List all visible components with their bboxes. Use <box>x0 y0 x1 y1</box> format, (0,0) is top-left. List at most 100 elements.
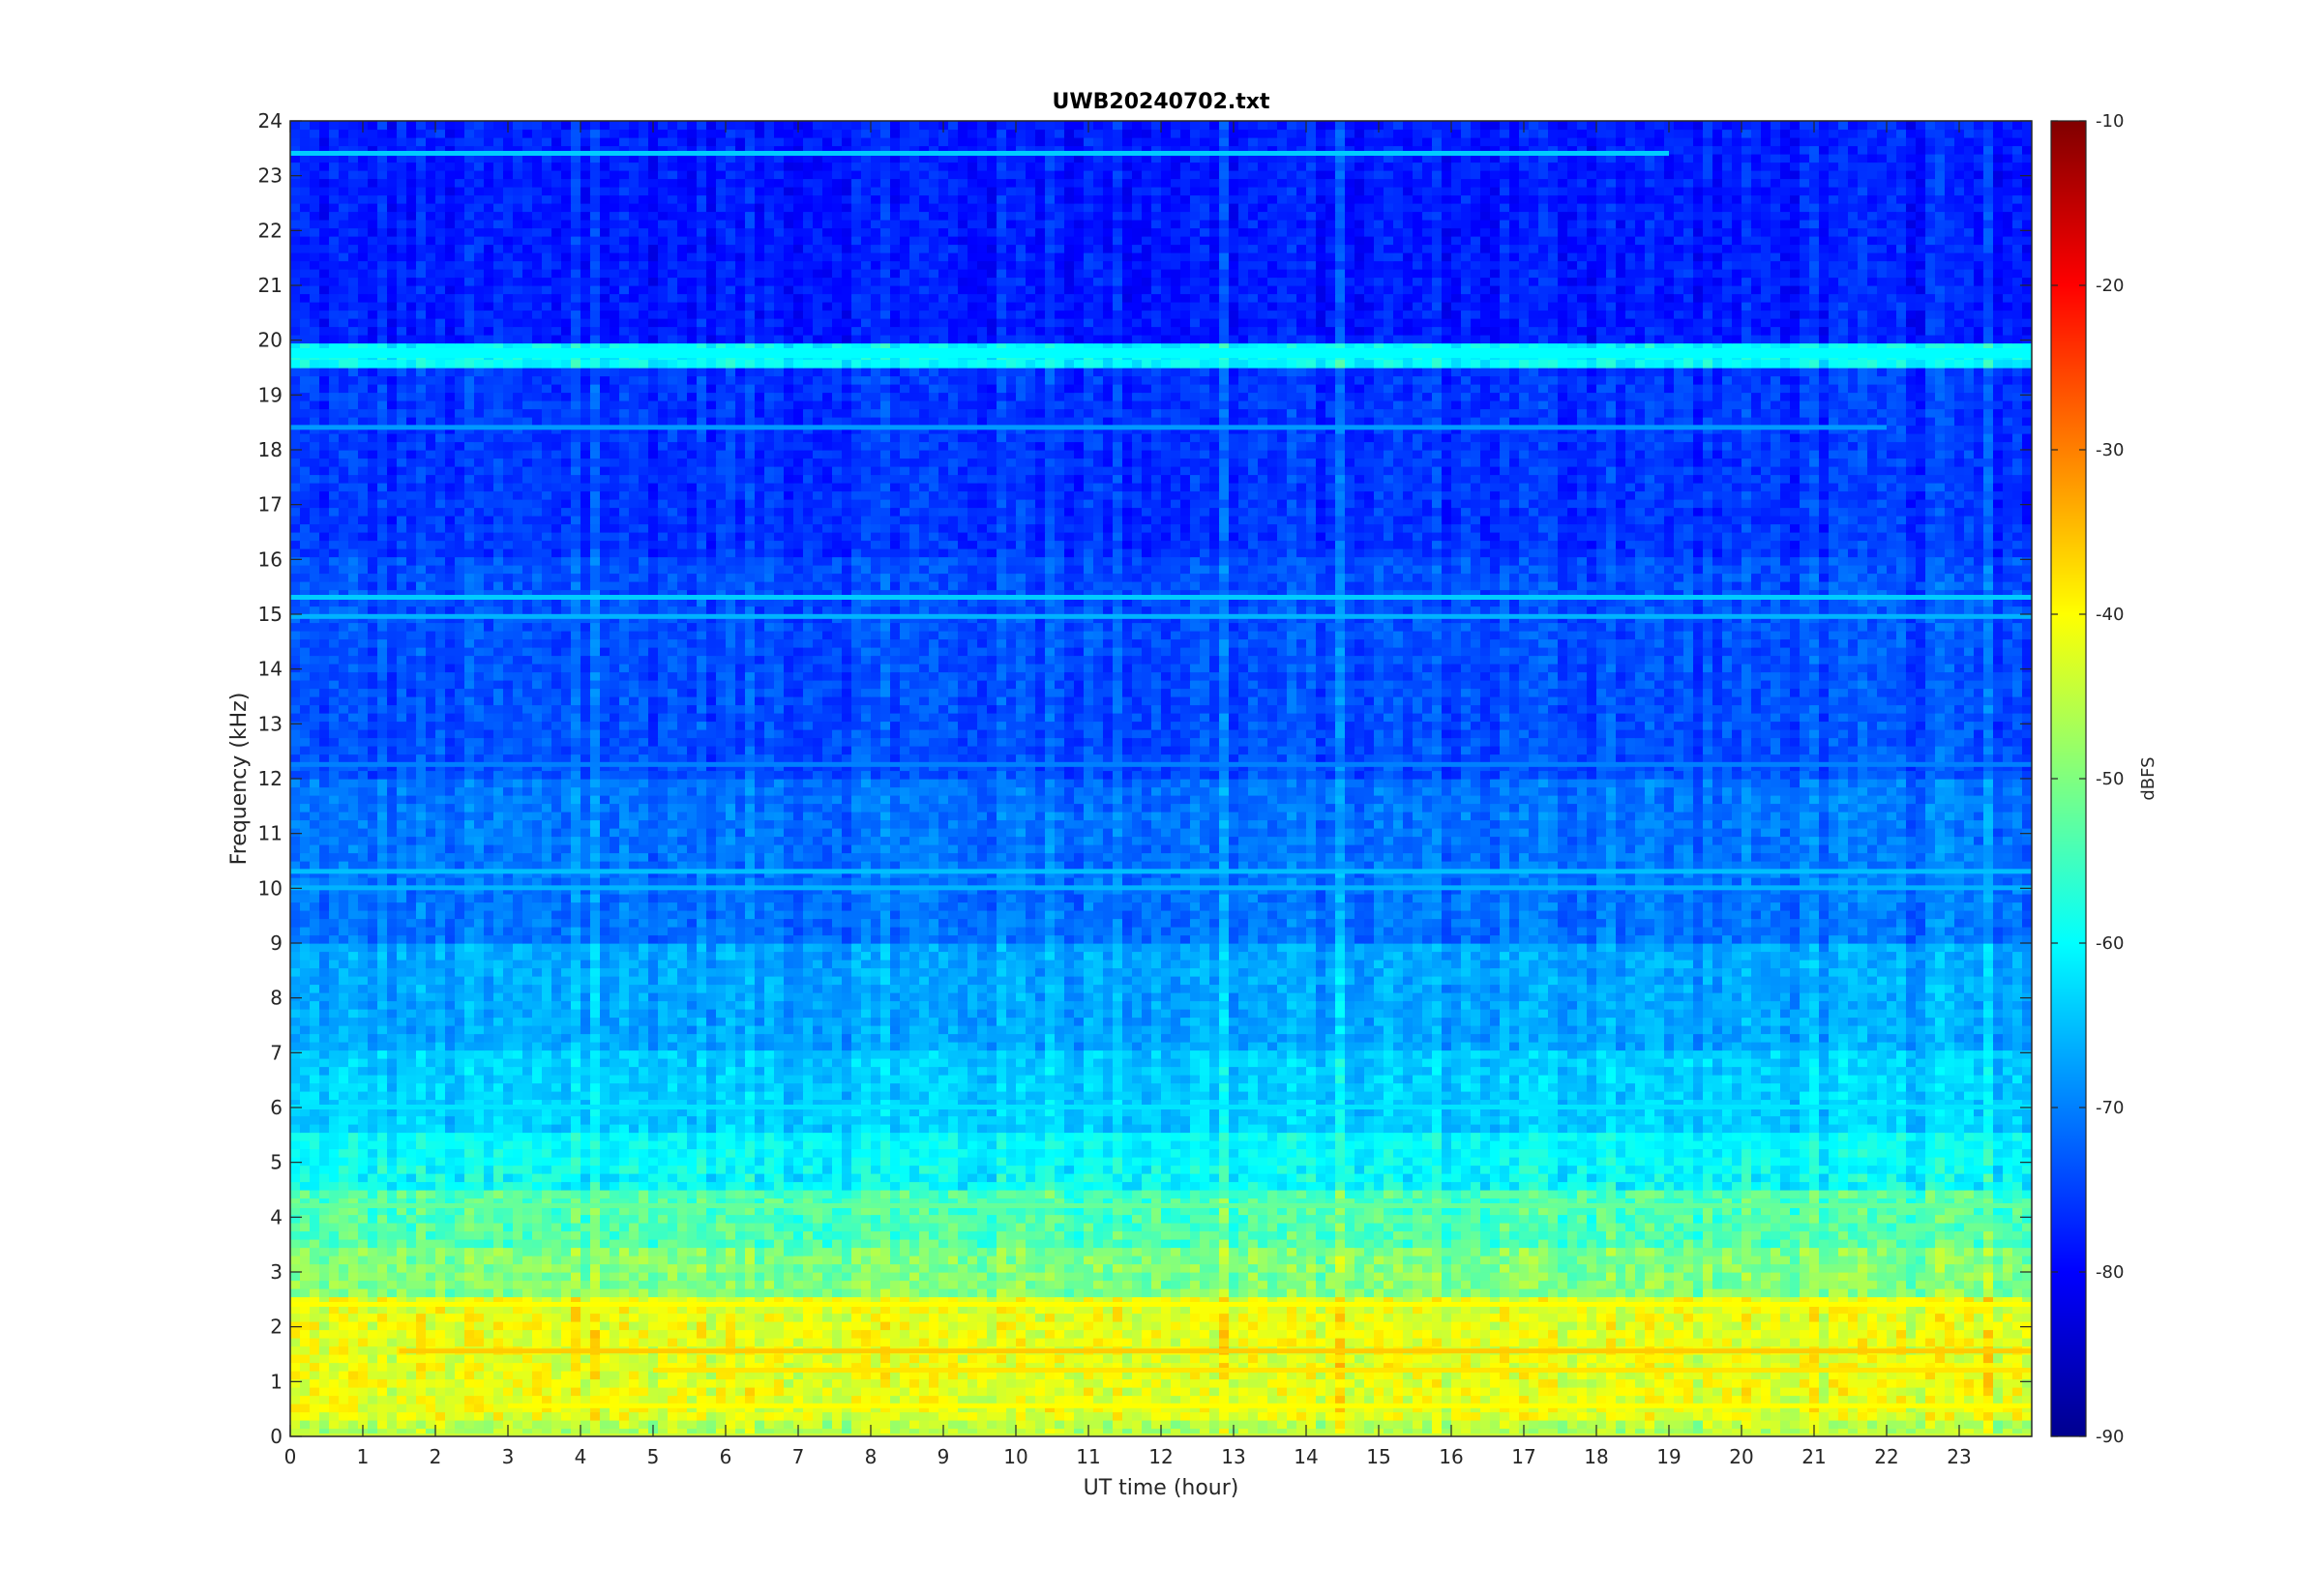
heatmap-cell <box>1132 1354 1143 1363</box>
heatmap-cell <box>1780 1354 1791 1363</box>
heatmap-cell <box>532 1354 543 1363</box>
heatmap-cell <box>1325 1338 1336 1346</box>
heatmap-cell <box>639 1363 649 1372</box>
heatmap-cell <box>1151 1314 1162 1322</box>
heatmap-cell <box>2012 1321 2023 1330</box>
heatmap-cell <box>1906 1330 1917 1339</box>
heatmap-cell <box>1771 1387 1781 1396</box>
heatmap-cell <box>532 1314 543 1322</box>
heatmap-cell <box>339 1412 349 1421</box>
heatmap-cell <box>1848 1239 1859 1248</box>
heatmap-cell <box>580 1239 591 1248</box>
heatmap-cell <box>319 1363 330 1372</box>
heatmap-cell <box>1683 1239 1694 1248</box>
heatmap-cell <box>610 1379 620 1388</box>
heatmap-cell <box>1248 1387 1259 1396</box>
heatmap-cell <box>1403 1281 1414 1289</box>
heatmap-cell <box>1848 1256 1859 1264</box>
heatmap-cell <box>716 1281 727 1289</box>
heatmap-cell <box>822 1412 833 1421</box>
heatmap-cell <box>1103 1330 1114 1339</box>
heatmap-cell <box>1577 1420 1588 1429</box>
heatmap-cell <box>1645 1272 1655 1281</box>
heatmap-cell <box>1819 1272 1830 1281</box>
heatmap-cell <box>1596 1379 1607 1388</box>
heatmap-cell <box>551 1239 562 1248</box>
heatmap-cell <box>2012 1272 2023 1281</box>
heatmap-cell <box>677 1264 688 1273</box>
heatmap-cell <box>1248 1272 1259 1281</box>
heatmap-cell <box>1916 1264 1926 1273</box>
heatmap-cell <box>339 1223 349 1231</box>
heatmap-cell <box>1113 1412 1123 1421</box>
heatmap-cell <box>551 1330 562 1339</box>
heatmap-cell <box>687 1281 698 1289</box>
heatmap-cell <box>735 1338 746 1346</box>
heatmap-cell <box>764 1231 775 1240</box>
heatmap-cell <box>745 1330 756 1339</box>
heatmap-cell <box>600 1223 610 1231</box>
heatmap-cell <box>1732 1420 1742 1429</box>
heatmap-cell <box>1712 1396 1723 1404</box>
heatmap-cell <box>1219 1314 1230 1322</box>
heatmap-cell <box>1345 1288 1355 1297</box>
heatmap-cell <box>968 1281 978 1289</box>
heatmap-cell <box>755 1412 765 1421</box>
heatmap-cell <box>561 1354 572 1363</box>
heatmap-cell <box>774 1231 785 1240</box>
heatmap-cell <box>997 1231 1007 1240</box>
heatmap-cell <box>1780 1248 1791 1256</box>
heatmap-cell <box>416 1420 427 1429</box>
heatmap-cell <box>1616 1330 1626 1339</box>
heatmap-cell <box>1993 1281 2004 1289</box>
heatmap-cell <box>1771 1264 1781 1273</box>
heatmap-cell <box>813 1420 823 1429</box>
heatmap-cell <box>1151 1379 1162 1388</box>
heatmap-cell <box>377 1412 388 1421</box>
heatmap-cell <box>1664 1379 1675 1388</box>
heatmap-cell <box>1325 1321 1336 1330</box>
heatmap-cell <box>1616 1379 1626 1388</box>
heatmap-cell <box>1064 1288 1075 1297</box>
heatmap-cell <box>1964 1264 1975 1273</box>
heatmap-cell <box>503 1231 514 1240</box>
heatmap-cell <box>1800 1272 1810 1281</box>
heatmap-cell <box>1287 1314 1297 1322</box>
heatmap-cell <box>329 1354 340 1363</box>
heatmap-cell <box>716 1338 727 1346</box>
heatmap-cell <box>677 1379 688 1388</box>
heatmap-cell <box>1790 1321 1801 1330</box>
heatmap-cell <box>1190 1420 1201 1429</box>
heatmap-cell <box>1461 1248 1472 1256</box>
heatmap-cell <box>1625 1256 1636 1264</box>
heatmap-cell <box>1848 1281 1859 1289</box>
heatmap-cell <box>493 1330 504 1339</box>
heatmap-cell <box>958 1231 968 1240</box>
heatmap-cell <box>1838 1264 1849 1273</box>
heatmap-cell <box>687 1354 698 1363</box>
heatmap-cell <box>319 1412 330 1421</box>
heatmap-cell <box>871 1256 881 1264</box>
heatmap-cell <box>426 1314 436 1322</box>
heatmap-cell <box>1142 1379 1152 1388</box>
heatmap-cell <box>1587 1256 1597 1264</box>
heatmap-cell <box>464 1248 475 1256</box>
heatmap-cell <box>551 1363 562 1372</box>
heatmap-cell <box>1964 1314 1975 1322</box>
heatmap-cell <box>1674 1330 1684 1339</box>
heatmap-cell <box>1432 1239 1443 1248</box>
heatmap-cell <box>1490 1412 1501 1421</box>
heatmap-cell <box>880 1321 891 1330</box>
heatmap-cell <box>474 1272 485 1281</box>
heatmap-cell <box>368 1264 378 1273</box>
heatmap-cell <box>1103 1256 1114 1264</box>
heatmap-cell <box>1471 1239 1481 1248</box>
heatmap-cell <box>1432 1264 1443 1273</box>
heatmap-cell <box>1790 1281 1801 1289</box>
heatmap-cell <box>2003 1248 2013 1256</box>
heatmap-cell <box>1916 1412 1926 1421</box>
heatmap-cell <box>1838 1379 1849 1388</box>
heatmap-cell <box>1954 1387 1965 1396</box>
heatmap-cell <box>1616 1288 1626 1297</box>
heatmap-cell <box>1625 1379 1636 1388</box>
